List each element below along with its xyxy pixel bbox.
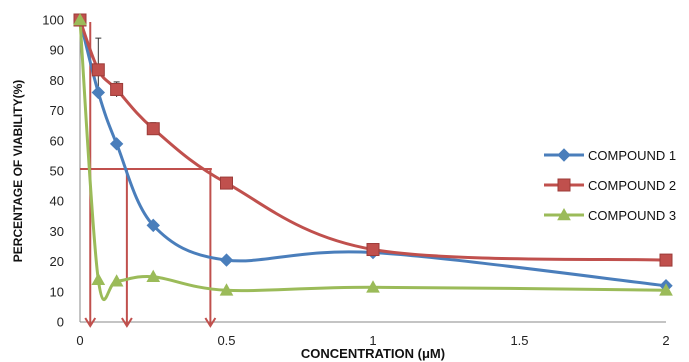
legend-label: COMPOUND 2 [588, 178, 676, 193]
marker-square [366, 243, 380, 257]
marker-square [659, 253, 673, 267]
y-tick-label: 30 [50, 224, 64, 239]
x-tick-label: 0 [76, 333, 83, 348]
marker-triangle [73, 12, 87, 26]
x-tick-label: 2 [662, 333, 669, 348]
series-line [78, 19, 667, 288]
y-tick-label: 0 [57, 315, 64, 330]
legend: COMPOUND 1 COMPOUND 2 COMPOUND 3 [544, 148, 676, 223]
marker-square [146, 122, 160, 136]
legend-label: COMPOUND 3 [588, 208, 676, 223]
x-axis-ticks: 0 0.5 1 1.5 2 [76, 333, 669, 348]
series-line [78, 19, 667, 262]
legend-label: COMPOUND 1 [588, 148, 676, 163]
marker-diamond [146, 218, 160, 233]
marker-triangle [91, 272, 106, 286]
marker-triangle [557, 207, 571, 221]
x-axis-title: CONCENTRATION (μM) [301, 346, 445, 361]
marker-triangle [146, 269, 161, 282]
y-tick-label: 20 [50, 254, 64, 269]
arrow-head [121, 317, 133, 328]
marker-triangle [109, 274, 124, 287]
error-bars [95, 37, 230, 187]
series-line [78, 19, 667, 301]
x-tick-label: 1 [369, 333, 376, 348]
marker-square [220, 176, 233, 190]
marker-diamond [557, 148, 571, 162]
marker-square [91, 63, 105, 77]
y-tick-label: 10 [50, 284, 64, 299]
y-tick-label: 100 [42, 13, 64, 28]
arrow-head [204, 317, 217, 328]
arrow-head [84, 317, 97, 328]
marker-diamond [91, 85, 106, 100]
marker-triangle [219, 283, 234, 296]
marker-triangle [659, 283, 673, 296]
marker-diamond [219, 253, 234, 267]
marker-square [557, 178, 571, 192]
y-tick-label: 40 [50, 194, 64, 209]
marker-square [110, 82, 124, 96]
series-lines [73, 12, 673, 301]
marker-diamond [109, 137, 124, 151]
y-tick-label: 60 [50, 133, 64, 148]
y-tick-label: 70 [50, 103, 64, 118]
x-tick-label: 1.5 [510, 333, 528, 348]
y-tick-label: 90 [50, 43, 64, 58]
y-axis-ticks: 0 10 20 30 40 50 60 70 80 90 100 [42, 13, 64, 330]
marker-triangle [366, 280, 380, 293]
x-tick-label: 0.5 [217, 333, 235, 348]
y-axis-title: PERCENTAGE OF VIABILITY(%) [11, 80, 25, 262]
plot-area [79, 20, 666, 323]
y-tick-label: 50 [50, 164, 64, 179]
y-tick-label: 80 [50, 73, 64, 88]
